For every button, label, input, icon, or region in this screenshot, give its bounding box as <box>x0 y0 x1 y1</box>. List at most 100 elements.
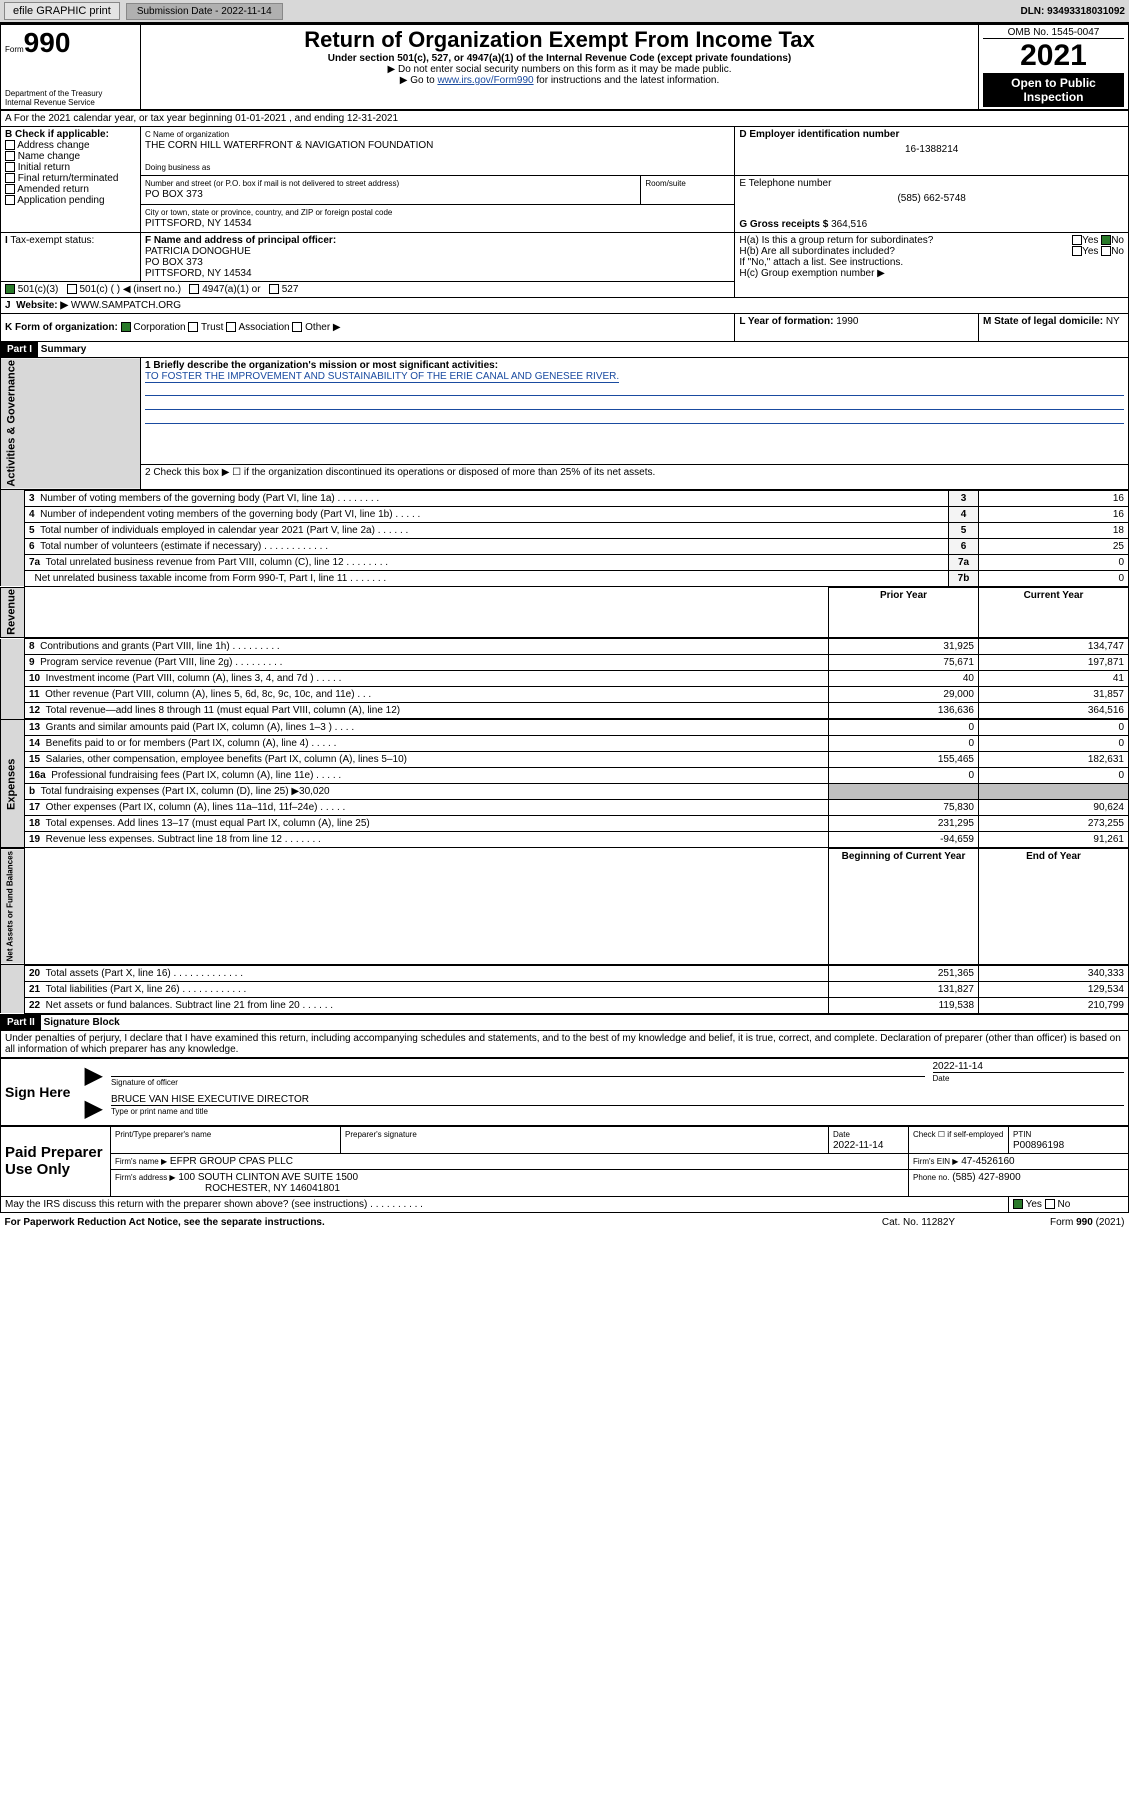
table-row: b Total fundraising expenses (Part IX, c… <box>1 784 1129 800</box>
line-text: Net unrelated business taxable income fr… <box>25 570 949 586</box>
checkbox-amended[interactable] <box>5 184 15 194</box>
ha-yes: Yes <box>1082 235 1098 246</box>
line-text: 13 Grants and similar amounts paid (Part… <box>25 720 829 736</box>
form-org-label: K Form of organization: <box>5 322 118 333</box>
checkbox-501c3[interactable] <box>5 284 15 294</box>
current-value: 210,799 <box>979 997 1129 1013</box>
street-label: Number and street (or P.O. box if mail i… <box>145 179 399 188</box>
prior-value: 40 <box>829 671 979 687</box>
firm-ein-label: Firm's EIN ▶ <box>913 1157 958 1166</box>
ag-rows: 3 Number of voting members of the govern… <box>0 490 1129 587</box>
tax-status-label: Tax-exempt status: <box>10 235 94 246</box>
line-text: 9 Program service revenue (Part VIII, li… <box>25 655 829 671</box>
mission-text: TO FOSTER THE IMPROVEMENT AND SUSTAINABI… <box>145 371 619 383</box>
line-text: 17 Other expenses (Part IX, column (A), … <box>25 800 829 816</box>
prior-value: 31,925 <box>829 639 979 655</box>
line-num: 4 <box>949 506 979 522</box>
table-row: 20 Total assets (Part X, line 16) . . . … <box>1 965 1129 981</box>
checkbox-assoc[interactable] <box>226 322 236 332</box>
box-d: D Employer identification number 16-1388… <box>735 127 1129 176</box>
checkbox-trust[interactable] <box>188 322 198 332</box>
tax-year: 2021 <box>983 39 1124 73</box>
checkbox-pending[interactable] <box>5 195 15 205</box>
hc-label: H(c) Group exemption number ▶ <box>739 268 885 279</box>
current-value: 273,255 <box>979 816 1129 832</box>
officer-printed-label: Type or print name and title <box>111 1107 208 1116</box>
arrow-icon: ▶ <box>81 1058 107 1092</box>
table-row: 15 Salaries, other compensation, employe… <box>1 752 1129 768</box>
part2-header: Part II Signature Block <box>1 1014 1129 1030</box>
form-note1: ▶ Do not enter social security numbers o… <box>145 64 974 75</box>
prior-value: 119,538 <box>829 997 979 1013</box>
current-value: 31,857 <box>979 687 1129 703</box>
line-text: 19 Revenue less expenses. Subtract line … <box>25 832 829 848</box>
prior-value <box>829 784 979 800</box>
line-text: 3 Number of voting members of the govern… <box>25 490 949 506</box>
current-value: 197,871 <box>979 655 1129 671</box>
opt-assoc: Association <box>238 322 289 333</box>
exp-rows: Expenses 13 Grants and similar amounts p… <box>0 719 1129 848</box>
box-b: B Check if applicable: Address change Na… <box>1 127 141 233</box>
checkbox-address[interactable] <box>5 140 15 150</box>
vlabel-ag: Activities & Governance <box>1 358 141 490</box>
table-row: 11 Other revenue (Part VIII, column (A),… <box>1 687 1129 703</box>
part2-title: Signature Block <box>44 1017 120 1028</box>
table-row: 6 Total number of volunteers (estimate i… <box>1 538 1129 554</box>
part1-title: Summary <box>41 344 87 355</box>
phone-value: (585) 662-5748 <box>739 189 1124 208</box>
prior-value: 0 <box>829 736 979 752</box>
domicile: NY <box>1106 316 1120 327</box>
city-value: PITTSFORD, NY 14534 <box>145 218 252 229</box>
checkbox-ha-yes[interactable] <box>1072 235 1082 245</box>
checkbox-hb-yes[interactable] <box>1072 246 1082 256</box>
officer-sig-label: Signature of officer <box>111 1078 178 1087</box>
prior-value: 0 <box>829 720 979 736</box>
prep-date-label: Date <box>833 1130 850 1139</box>
checkbox-discuss-yes[interactable] <box>1013 1199 1023 1209</box>
checkbox-final[interactable] <box>5 173 15 183</box>
checkbox-hb-no[interactable] <box>1101 246 1111 256</box>
checkbox-527[interactable] <box>269 284 279 294</box>
website-value: WWW.SAMPATCH.ORG <box>71 300 181 311</box>
mission-label: 1 Briefly describe the organization's mi… <box>145 360 498 371</box>
checkbox-corp[interactable] <box>121 322 131 332</box>
line-text: 14 Benefits paid to or for members (Part… <box>25 736 829 752</box>
h-note: If "No," attach a list. See instructions… <box>739 257 903 268</box>
officer-city: PITTSFORD, NY 14534 <box>145 268 252 279</box>
discuss-no: No <box>1058 1199 1071 1210</box>
line-text: 6 Total number of volunteers (estimate i… <box>25 538 949 554</box>
c-name-label: C Name of organization <box>145 130 229 139</box>
blank-line-2 <box>145 398 1124 410</box>
form-number: 990 <box>24 27 71 58</box>
checkbox-ha-no[interactable] <box>1101 235 1111 245</box>
checkbox-discuss-no[interactable] <box>1045 1199 1055 1209</box>
dba-label: Doing business as <box>145 163 210 172</box>
arrow-icon-2: ▶ <box>81 1092 107 1126</box>
cb-label-3: Final return/terminated <box>18 173 119 184</box>
firm-ein: 47-4526160 <box>961 1156 1014 1167</box>
efile-button[interactable]: efile GRAPHIC print <box>4 2 120 20</box>
checkbox-name[interactable] <box>5 151 15 161</box>
current-value: 0 <box>979 720 1129 736</box>
checkbox-initial[interactable] <box>5 162 15 172</box>
table-row: 9 Program service revenue (Part VIII, li… <box>1 655 1129 671</box>
discuss-yes: Yes <box>1026 1199 1042 1210</box>
prior-value: 251,365 <box>829 965 979 981</box>
line-text: 18 Total expenses. Add lines 13–17 (must… <box>25 816 829 832</box>
officer-name: PATRICIA DONOGHUE <box>145 246 251 257</box>
firm-addr1: 100 SOUTH CLINTON AVE SUITE 1500 <box>178 1172 358 1183</box>
omb-number: OMB No. 1545-0047 <box>983 27 1124 39</box>
discuss-line: May the IRS discuss this return with the… <box>1 1196 1009 1212</box>
cb-label-5: Application pending <box>17 195 104 206</box>
checkbox-other[interactable] <box>292 322 302 332</box>
officer-printed-name: BRUCE VAN HISE EXECUTIVE DIRECTOR <box>111 1094 1124 1106</box>
gross-label: G Gross receipts $ <box>739 219 828 230</box>
irs-link[interactable]: www.irs.gov/Form990 <box>437 75 533 86</box>
firm-addr2: ROCHESTER, NY 146041801 <box>205 1183 340 1194</box>
line-text: 7a Total unrelated business revenue from… <box>25 554 949 570</box>
line-value: 0 <box>979 554 1129 570</box>
phone-label: E Telephone number <box>739 178 831 189</box>
checkbox-4947[interactable] <box>189 284 199 294</box>
checkbox-501c[interactable] <box>67 284 77 294</box>
ein-label: D Employer identification number <box>739 129 899 140</box>
